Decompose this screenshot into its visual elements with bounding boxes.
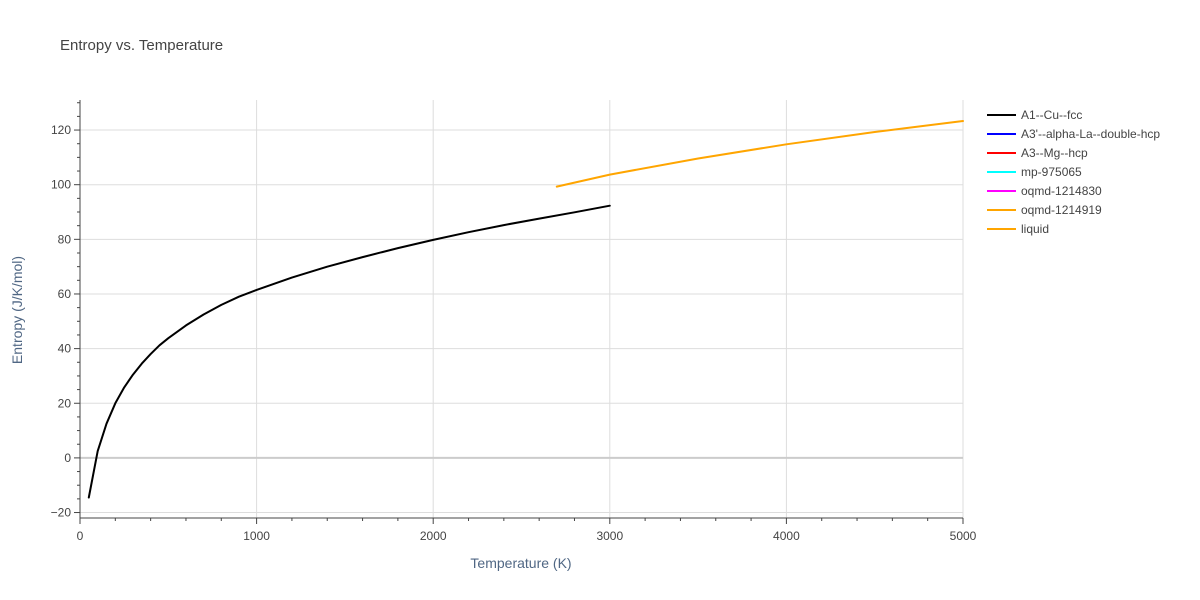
legend-item-a1-cu-fcc: A1--Cu--fcc <box>987 108 1082 122</box>
y-tick-label: 80 <box>58 232 72 246</box>
axes: 0 1000 2000 3000 4000 5000 −20 0 20 40 60 80 100 120 <box>51 100 977 543</box>
chart-title: Entropy vs. Temperature <box>60 37 223 54</box>
x-tick-label: 3000 <box>596 529 623 543</box>
x-tick-label: 5000 <box>950 529 977 543</box>
x-tick-label: 1000 <box>243 529 270 543</box>
y-tick-label: 60 <box>58 287 72 301</box>
x-tick-label: 2000 <box>420 529 447 543</box>
y-tick-label: 0 <box>64 451 71 465</box>
y-tick-label: 20 <box>58 396 72 410</box>
legend-item-a3-mg-hcp: A3--Mg--hcp <box>987 146 1088 160</box>
series-line-a1-cu-fcc <box>87 204 611 499</box>
legend-label: A3--Mg--hcp <box>1021 146 1088 160</box>
legend-item-oqmd-1214919: oqmd-1214919 <box>987 203 1102 217</box>
series-line-liquid <box>555 120 964 188</box>
legend: A1--Cu--fcc A3'--alpha-La--double-hcp A3--… <box>987 108 1160 236</box>
y-tick-label: 100 <box>51 178 71 192</box>
legend-item-oqmd-1214830: oqmd-1214830 <box>987 184 1102 198</box>
y-tick-label: −20 <box>51 506 72 520</box>
legend-label: oqmd-1214830 <box>1021 184 1102 198</box>
grid <box>80 100 964 518</box>
legend-item-mp-975065: mp-975065 <box>987 165 1082 179</box>
legend-label: A1--Cu--fcc <box>1021 108 1082 122</box>
x-axis-label: Temperature (K) <box>470 555 571 571</box>
y-tick-label: 40 <box>58 342 72 356</box>
series-group <box>87 120 964 499</box>
x-tick-label: 0 <box>77 529 84 543</box>
legend-label: mp-975065 <box>1021 165 1082 179</box>
legend-label: liquid <box>1021 222 1049 236</box>
legend-item-liquid: liquid <box>987 222 1049 236</box>
x-tick-label: 4000 <box>773 529 800 543</box>
y-axis-label: Entropy (J/K/mol) <box>9 256 25 364</box>
legend-item-a3-alpha-la-double-hcp: A3'--alpha-La--double-hcp <box>987 127 1160 141</box>
y-tick-label: 120 <box>51 123 71 137</box>
legend-label: oqmd-1214919 <box>1021 203 1102 217</box>
legend-label: A3'--alpha-La--double-hcp <box>1021 127 1160 141</box>
